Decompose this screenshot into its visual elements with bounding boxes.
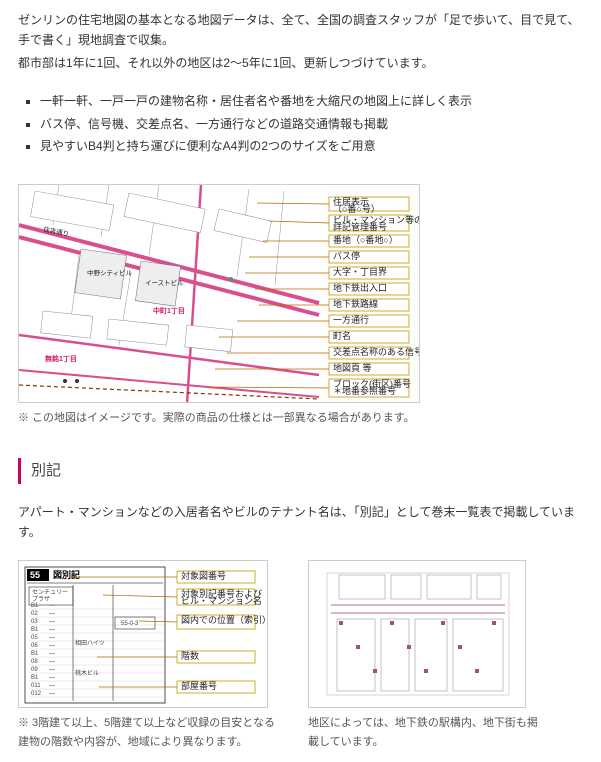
bldg-label: 中野シティビル [87,268,133,277]
station-col: 地区によっては、地下鉄の駅構内、地下街も掲載しています。 [308,560,538,751]
feature-item: バス停、信号機、交差点名、一方通行などの道路交通情報も掲載 [40,114,583,134]
map-legend-label: 詳記管理番号 [333,221,387,232]
map-legend-label: バス停 [333,250,360,261]
map-legend-label: 交差点名称のある信号 [333,346,420,357]
svg-text:02: 02 [31,611,38,617]
svg-text:—: — [49,659,55,665]
svg-text:08: 08 [31,659,38,665]
feature-item: 一軒一軒、一戸一戸の建物名称・居住者名や番地を大縮尺の地図上に詳しく表示 [40,91,583,111]
legend-title-text: 図別記 [53,569,80,580]
svg-text:05: 05 [31,635,38,641]
svg-text:B1: B1 [31,603,39,609]
intro-p2: 都市部は1年に1回、それ以外の地区は2～5年に1回、更新しつづけています。 [18,53,583,73]
map-legend-label: 大字・丁目界 [333,266,387,277]
feature-list: 一軒一軒、一戸一戸の建物名称・居住者名や番地を大縮尺の地図上に詳しく表示 バス停… [18,91,583,156]
main-map-caption: ※ この地図はイメージです。実際の商品の仕様とは一部異なる場合があります。 [18,409,583,428]
intro-block: ゼンリンの住宅地図の基本となる地図データは、全て、全国の調査スタッフが「足で歩い… [18,10,583,73]
svg-text:—: — [49,627,55,633]
svg-text:—: — [49,603,55,609]
legend-callout-label: 階数 [181,650,199,661]
svg-text:B1: B1 [31,675,39,681]
map-legend-label: 地下鉄路線 [333,298,378,309]
svg-text:—: — [49,643,55,649]
svg-text:—: — [49,691,55,697]
legend-col: 55 図別記 センチュリー プラザ B1 — 02 — 03 — B1 — 05 — 06 — B1 — 0… [18,560,278,751]
main-map-block: 住吉通り 中野シティビル イーストビル 中町1丁目 無銘1丁目 住居表示（○番○… [18,184,583,428]
district-label: 無銘1丁目 [45,354,77,363]
legend-callout-label: 図内での位置（索引） [181,614,268,625]
legend-b2: 相田ハイツ [75,639,105,647]
svg-text:—: — [49,683,55,689]
legend-callout-label: 部屋番号 [181,680,217,691]
map-legend-label: 地下鉄出入口 [333,282,387,293]
map-legend-label: 地図頁 等 [333,362,372,373]
svg-text:012: 012 [31,691,42,697]
svg-text:B1: B1 [31,627,39,633]
svg-text:—: — [49,635,55,641]
bldg-label: イーストビル [145,278,184,287]
svg-text:—: — [49,619,55,625]
map-legend-label: 町名 [333,330,351,341]
feature-item: 見やすいB4判と持ち運びに便利なA4判の2つのサイズをご用意 [40,136,583,156]
intro-p1: ゼンリンの住宅地図の基本となる地図データは、全て、全国の調査スタッフが「足で歩い… [18,10,583,51]
legend-b3: 桃木ビル [75,669,99,677]
room-grid-label: 55-0-3 [121,621,139,627]
svg-text:—: — [49,651,55,657]
legend-callout-label: 対象図番号 [181,570,226,581]
map-legend-label: ＊地番参照番号 [333,385,396,396]
legend-b1b: プラザ [32,596,50,603]
svg-text:06: 06 [31,643,38,649]
svg-text:011: 011 [31,683,41,689]
svg-text:B1: B1 [31,651,39,657]
legend-callout-label: ビル・マンション名 [181,595,262,606]
legend-b1a: センチュリー [32,589,68,596]
svg-text:09: 09 [31,667,38,673]
svg-text:—: — [49,667,55,673]
main-map-figure: 住吉通り 中野シティビル イーストビル 中町1丁目 無銘1丁目 住居表示（○番○… [18,184,420,403]
legend-figure: 55 図別記 センチュリー プラザ B1 — 02 — 03 — B1 — 05 — 06 — B1 — 0… [18,560,268,708]
map-legend-label: （○番○号） [333,203,380,214]
map-legend-label: 番地（○番地○） [333,234,398,245]
svg-text:—: — [49,611,55,617]
legend-caption: ※ 3階建て以上、5階建て以上など収録の目安となる建物の階数や内容が、地域により… [18,714,278,751]
section2-lead: アパート・マンションなどの入居者名やビルのテナント名は、「別記」として巻末一覧表… [18,502,583,543]
svg-text:03: 03 [31,619,38,625]
legend-title-num: 55 [30,570,40,580]
svg-text:—: — [49,675,55,681]
district-label: 中町1丁目 [153,306,185,315]
section-heading-bekki: 別記 [18,458,583,484]
station-caption: 地区によっては、地下鉄の駅構内、地下街も掲載しています。 [308,714,538,751]
map-legend-label: 一方通行 [333,314,369,325]
station-figure [308,560,526,708]
two-col: 55 図別記 センチュリー プラザ B1 — 02 — 03 — B1 — 05 — 06 — B1 — 0… [18,560,583,751]
